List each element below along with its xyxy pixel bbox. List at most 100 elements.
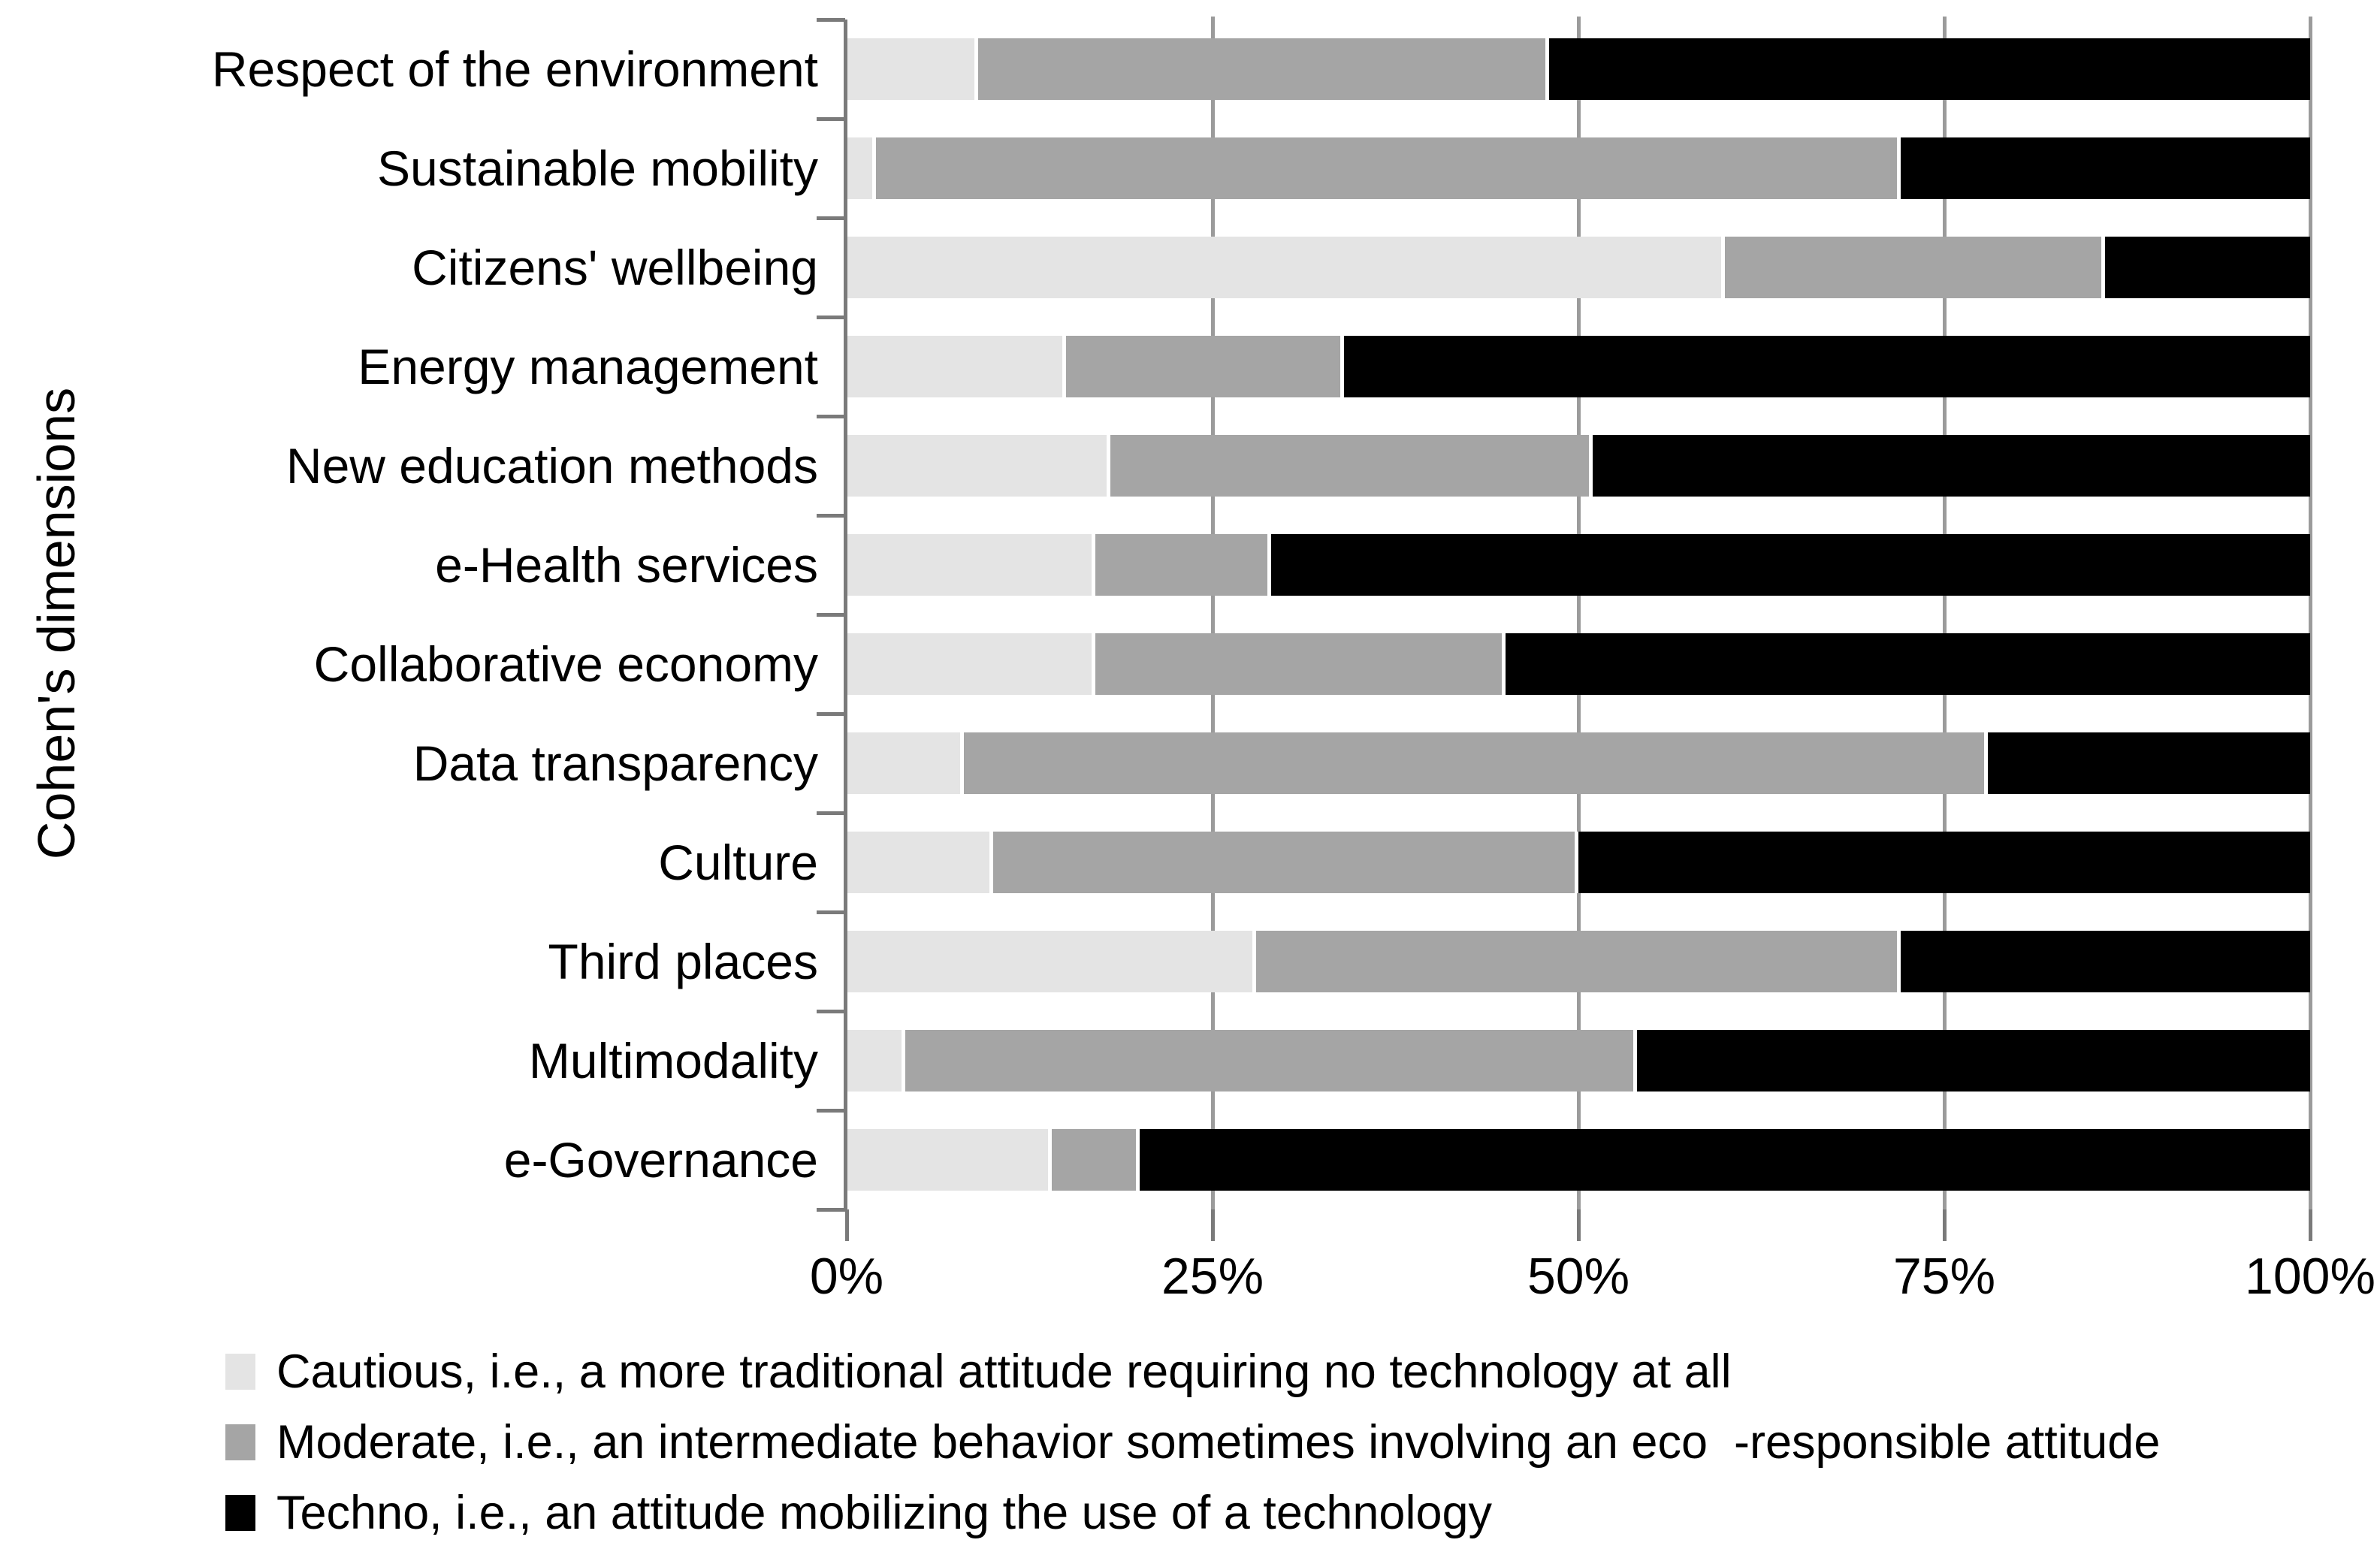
x-axis-tick xyxy=(1577,1209,1581,1241)
bar-track xyxy=(847,1011,2310,1110)
chart-row: Multimodality xyxy=(0,1011,2310,1110)
x-axis-tick xyxy=(2309,1209,2312,1241)
bar-segment-techno xyxy=(1593,435,2310,497)
category-label: Energy management xyxy=(358,339,818,394)
y-axis-tick xyxy=(817,910,845,914)
bar-segment-cautious xyxy=(847,237,1725,298)
y-axis-tick xyxy=(817,117,845,121)
category-label: Citizens' wellbeing xyxy=(412,240,818,295)
legend-item-techno: Techno, i.e., an attitude mobilizing the… xyxy=(225,1487,2160,1538)
x-axis-tick-label: 75% xyxy=(1892,1248,1996,1305)
chart-row: Energy management xyxy=(0,317,2310,416)
legend-item-cautious: Cautious, i.e., a more traditional attit… xyxy=(225,1346,2160,1397)
gridline-25 xyxy=(1211,17,1215,1212)
category-label: e-Governance xyxy=(503,1132,818,1188)
x-axis-tick xyxy=(845,1209,849,1241)
chart-row: Data transparency xyxy=(0,714,2310,813)
bar-segment-cautious xyxy=(847,633,1096,695)
techno-swatch-icon xyxy=(225,1495,255,1531)
stacked-bar xyxy=(847,633,2310,695)
bar-segment-cautious xyxy=(847,534,1096,596)
bar-track xyxy=(847,416,2310,515)
legend: Cautious, i.e., a more traditional attit… xyxy=(225,1346,2160,1558)
y-axis-tick xyxy=(817,613,845,617)
gridline-50 xyxy=(1577,17,1581,1212)
stacked-bar xyxy=(847,137,2310,199)
x-axis-tick xyxy=(1943,1209,1947,1241)
bar-track xyxy=(847,912,2310,1011)
bar-segment-techno xyxy=(1578,832,2310,893)
bar-segment-techno xyxy=(1900,931,2310,992)
legend-label-moderate: Moderate, i.e., an intermediate behavior… xyxy=(276,1416,2161,1469)
chart-row: e-Governance xyxy=(0,1110,2310,1209)
bar-track xyxy=(847,20,2310,119)
stacked-bar xyxy=(847,832,2310,893)
stacked-bar xyxy=(847,931,2310,992)
bar-segment-cautious xyxy=(847,931,1257,992)
bar-segment-moderate xyxy=(875,137,1901,199)
y-axis-tick xyxy=(817,514,845,518)
bar-segment-techno xyxy=(1549,38,2310,100)
y-axis-tick xyxy=(817,1010,845,1013)
bar-segment-moderate xyxy=(1051,1129,1140,1191)
bar-segment-techno xyxy=(2105,237,2310,298)
bar-segment-cautious xyxy=(847,38,979,100)
y-axis-tick xyxy=(817,216,845,220)
chart-row: Sustainable mobility xyxy=(0,119,2310,218)
bar-track xyxy=(847,813,2310,912)
bar-track xyxy=(847,218,2310,317)
legend-item-moderate: Moderate, i.e., an intermediate behavior… xyxy=(225,1417,2160,1468)
chart-row: Third places xyxy=(0,912,2310,1011)
chart-row: Citizens' wellbeing xyxy=(0,218,2310,317)
legend-label-cautious: Cautious, i.e., a more traditional attit… xyxy=(276,1345,1732,1398)
y-axis-tick xyxy=(817,1208,845,1212)
bar-segment-cautious xyxy=(847,832,993,893)
category-label: Third places xyxy=(548,934,819,989)
category-label: Respect of the environment xyxy=(211,41,818,97)
bar-segment-techno xyxy=(1505,633,2310,695)
bar-segment-moderate xyxy=(905,1030,1637,1092)
cautious-swatch-icon xyxy=(225,1354,255,1390)
bar-segment-techno xyxy=(1636,1030,2310,1092)
bar-track xyxy=(847,119,2310,218)
bar-segment-moderate xyxy=(1256,931,1901,992)
bar-segment-cautious xyxy=(847,732,964,794)
bar-segment-moderate xyxy=(978,38,1550,100)
y-axis-tick xyxy=(817,811,845,815)
y-axis-tick xyxy=(817,415,845,418)
gridline-75 xyxy=(1943,17,1947,1212)
y-axis-tick xyxy=(817,316,845,319)
category-label: Multimodality xyxy=(528,1033,818,1088)
bar-segment-cautious xyxy=(847,137,876,199)
category-label: e-Health services xyxy=(435,537,818,593)
x-axis-tick-label: 25% xyxy=(1161,1248,1264,1305)
bar-track xyxy=(847,714,2310,813)
x-axis-tick-label: 50% xyxy=(1527,1248,1630,1305)
stacked-bar xyxy=(847,732,2310,794)
chart-rows: Respect of the environment Sustainable mo… xyxy=(0,20,2310,1209)
bar-segment-moderate xyxy=(1095,633,1506,695)
y-axis-tick xyxy=(817,18,845,22)
y-axis-tick xyxy=(817,1109,845,1113)
bar-segment-techno xyxy=(1900,137,2310,199)
category-label: Data transparency xyxy=(412,735,818,791)
stacked-bar xyxy=(847,435,2310,497)
chart-row: Respect of the environment xyxy=(0,20,2310,119)
stacked-bar xyxy=(847,1129,2310,1191)
bar-segment-techno xyxy=(1139,1129,2310,1191)
bar-segment-moderate xyxy=(1110,435,1593,497)
category-label: Culture xyxy=(658,835,818,890)
moderate-swatch-icon xyxy=(225,1424,255,1460)
bar-track xyxy=(847,317,2310,416)
category-label: Sustainable mobility xyxy=(377,140,818,196)
chart-row: Culture xyxy=(0,813,2310,912)
stacked-bar xyxy=(847,237,2310,298)
x-axis-tick-label: 0% xyxy=(809,1248,884,1305)
bar-segment-moderate xyxy=(1724,237,2106,298)
category-label: New education methods xyxy=(285,438,818,494)
stacked-bar xyxy=(847,1030,2310,1092)
bar-track xyxy=(847,614,2310,714)
stacked-bar xyxy=(847,534,2310,596)
chart-row: Collaborative economy xyxy=(0,614,2310,714)
bar-segment-techno xyxy=(1988,732,2310,794)
